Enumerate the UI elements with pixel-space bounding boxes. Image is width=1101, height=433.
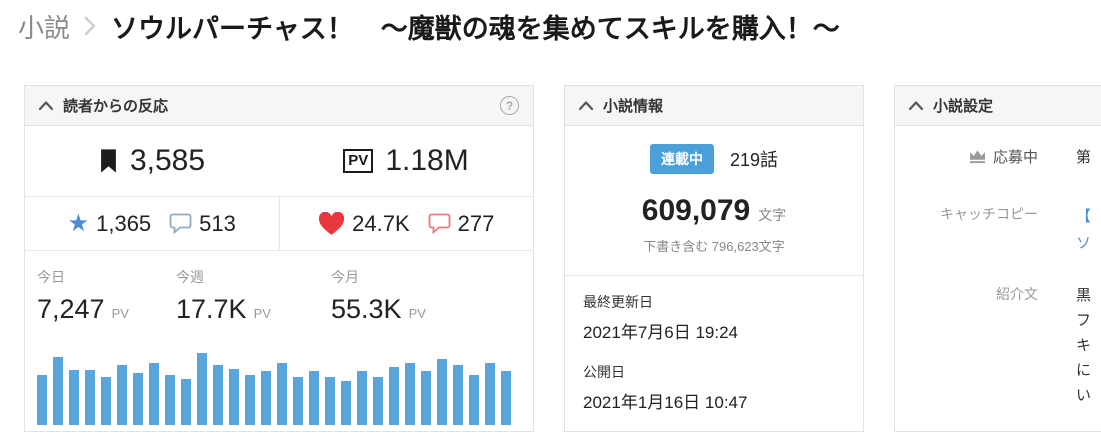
bookmark-count: 3,585	[129, 144, 206, 177]
pv-bar	[437, 359, 447, 425]
draft-character-count: 下書き含む 796,623文字	[643, 239, 785, 254]
pv-total: PV 1.18M	[279, 126, 533, 196]
crown-icon	[968, 149, 987, 164]
period-week: 今週 17.7K PV	[176, 267, 331, 343]
period-today-value: 7,247	[37, 294, 105, 324]
breadcrumb-section-novels[interactable]: 小説	[18, 12, 71, 43]
period-today: 今日 7,247 PV	[37, 267, 176, 343]
pv-bar	[85, 370, 95, 425]
pv-bar	[197, 353, 207, 425]
pv-bar	[357, 371, 367, 425]
novel-info-header[interactable]: 小説情報	[565, 86, 863, 126]
breadcrumb: 小説 ソウルパーチャス！ ～魔獣の魂を集めてスキルを購入！～	[0, 0, 1101, 44]
divider	[565, 275, 863, 276]
synopsis-label: 紹介文	[996, 286, 1038, 302]
period-week-value: 17.7K	[176, 294, 247, 324]
last-updated-value: 2021年7月6日 19:24	[583, 323, 738, 342]
period-week-label: 今週	[176, 269, 204, 285]
reader-reactions-title: 読者からの反応	[63, 98, 169, 115]
heart-count: 24.7K	[352, 210, 410, 236]
pv-bar	[37, 375, 47, 425]
heart-comment-count: 277	[457, 210, 495, 236]
last-updated-label: 最終更新日	[583, 294, 653, 310]
help-icon[interactable]: ?	[500, 96, 519, 115]
pv-bar	[389, 367, 399, 425]
breadcrumb-chevron-icon	[84, 15, 97, 37]
reader-reactions-header[interactable]: 読者からの反応 ?	[25, 86, 533, 126]
bookmark-icon	[99, 148, 118, 174]
heart-ratings: 24.7K 277	[280, 197, 534, 250]
pv-bar	[229, 369, 239, 425]
period-today-label: 今日	[37, 269, 65, 285]
comment-bubble-red-icon	[428, 213, 451, 234]
pv-bar	[277, 363, 287, 425]
pv-bar	[133, 373, 143, 425]
pv-bar	[501, 371, 511, 425]
period-month-value: 55.3K	[331, 294, 402, 324]
bookmark-total: 3,585	[25, 126, 279, 196]
novel-settings-header[interactable]: 小説設定	[895, 86, 1101, 126]
collapse-chevron-up-icon[interactable]	[579, 101, 593, 110]
pv-bar	[53, 357, 63, 425]
totals-row: 3,585 PV 1.18M	[25, 126, 533, 197]
pv-icon: PV	[343, 148, 374, 174]
catch-copy-label: キャッチコピー	[940, 206, 1038, 222]
pv-bar	[181, 379, 191, 425]
published-value: 2021年1月16日 10:47	[583, 393, 748, 412]
pv-bar-chart	[25, 343, 533, 431]
period-today-unit: PV	[111, 306, 129, 321]
reader-reactions-card: 読者からの反応 ? 3,585 PV 1.18M ★ 1,365	[24, 85, 534, 432]
serialization-status-badge: 連載中	[649, 144, 714, 174]
heart-icon	[318, 211, 345, 236]
novel-settings-title: 小説設定	[933, 98, 994, 115]
period-month: 今月 55.3K PV	[331, 267, 426, 343]
pv-bar	[101, 377, 111, 425]
character-count: 609,079	[641, 194, 751, 227]
comment-bubble-icon	[169, 213, 192, 234]
synopsis-value: 黒フキにい	[1076, 287, 1092, 404]
star-count: 1,365	[96, 210, 152, 236]
pv-bar	[165, 375, 175, 425]
pv-bar	[293, 377, 303, 425]
pv-bar	[373, 377, 383, 425]
novel-settings-card: 小説設定 応募中 第 キャッチコピー 【ソ 紹介文	[894, 85, 1101, 432]
ratings-row: ★ 1,365 513 24.7K 277	[25, 197, 533, 251]
star-ratings: ★ 1,365 513	[25, 197, 280, 250]
pv-count: 1.18M	[385, 144, 469, 177]
pv-bar	[341, 381, 351, 425]
novel-info-card: 小説情報 連載中 219話 609,079 文字 下書き含む 796,623文字…	[564, 85, 864, 432]
pv-bar	[405, 363, 415, 425]
episode-count: 219話	[729, 150, 779, 170]
pv-bar	[117, 365, 127, 425]
star-comments-group: 513	[169, 211, 236, 237]
pv-bar	[261, 371, 271, 425]
collapse-chevron-up-icon[interactable]	[39, 101, 53, 110]
page-title: ソウルパーチャス！ ～魔獣の魂を集めてスキルを購入！～	[111, 13, 840, 44]
period-stats-row: 今日 7,247 PV 今週 17.7K PV 今月 55.3K PV	[25, 251, 533, 343]
published-label: 公開日	[583, 364, 625, 380]
star-comment-count: 513	[199, 210, 236, 236]
contest-entry-status-value: 第	[1076, 149, 1092, 166]
contest-entry-status-label: 応募中	[992, 149, 1038, 166]
pv-bar	[213, 365, 223, 425]
pv-bar	[469, 375, 479, 425]
period-week-unit: PV	[253, 306, 271, 321]
pv-bar	[421, 371, 431, 425]
pv-bar	[453, 365, 463, 425]
pv-bar	[325, 377, 335, 425]
pv-bar	[69, 370, 79, 425]
pv-bar	[309, 371, 319, 425]
heart-comments-group: 277	[428, 210, 495, 237]
pv-bar	[149, 363, 159, 425]
pv-bar	[245, 375, 255, 425]
character-count-unit: 文字	[758, 207, 787, 223]
collapse-chevron-up-icon[interactable]	[909, 101, 923, 110]
pv-bar	[485, 363, 495, 425]
star-icon: ★	[67, 209, 90, 237]
novel-info-title: 小説情報	[603, 98, 664, 115]
period-month-label: 今月	[331, 269, 359, 285]
period-month-unit: PV	[408, 306, 426, 321]
catch-copy-value: 【ソ	[1076, 208, 1092, 252]
